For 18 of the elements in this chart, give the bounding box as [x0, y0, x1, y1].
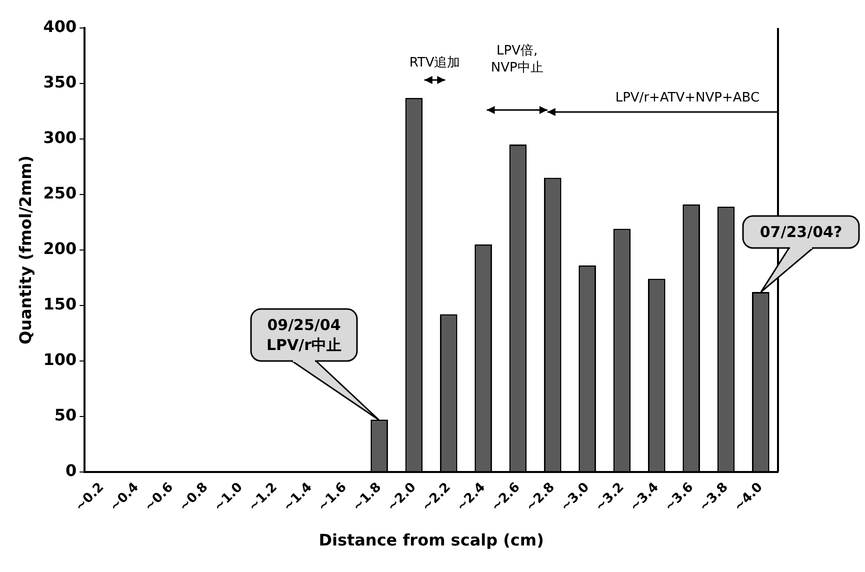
- y-tick-label: 400: [43, 17, 77, 36]
- y-tick-label: 300: [43, 128, 77, 148]
- speech-bubble: 07/23/04?: [740, 214, 861, 294]
- y-tick-label: 100: [43, 350, 77, 369]
- annotation: RTV追加: [409, 55, 460, 70]
- annotation: 09/25/04 LPV/r中止: [266, 316, 342, 354]
- annotation: LPV倍, NVP中止: [490, 43, 544, 76]
- y-tick-label: 0: [65, 460, 77, 480]
- speech-bubble: 09/25/04 LPV/r中止: [249, 306, 382, 422]
- y-tick-label: 350: [43, 72, 77, 92]
- annotation: LPV/r+ATV+NVP+ABC: [615, 90, 760, 106]
- y-tick-label: 150: [43, 294, 77, 314]
- annotation: 07/23/04?: [760, 223, 842, 242]
- y-axis-title: Quantity (fmol/2mm): [16, 155, 35, 344]
- y-tick-label: 200: [43, 239, 77, 258]
- y-tick-label: 250: [43, 184, 77, 203]
- y-tick-label: 50: [54, 405, 77, 424]
- x-axis-title: Distance from scalp (cm): [318, 530, 544, 550]
